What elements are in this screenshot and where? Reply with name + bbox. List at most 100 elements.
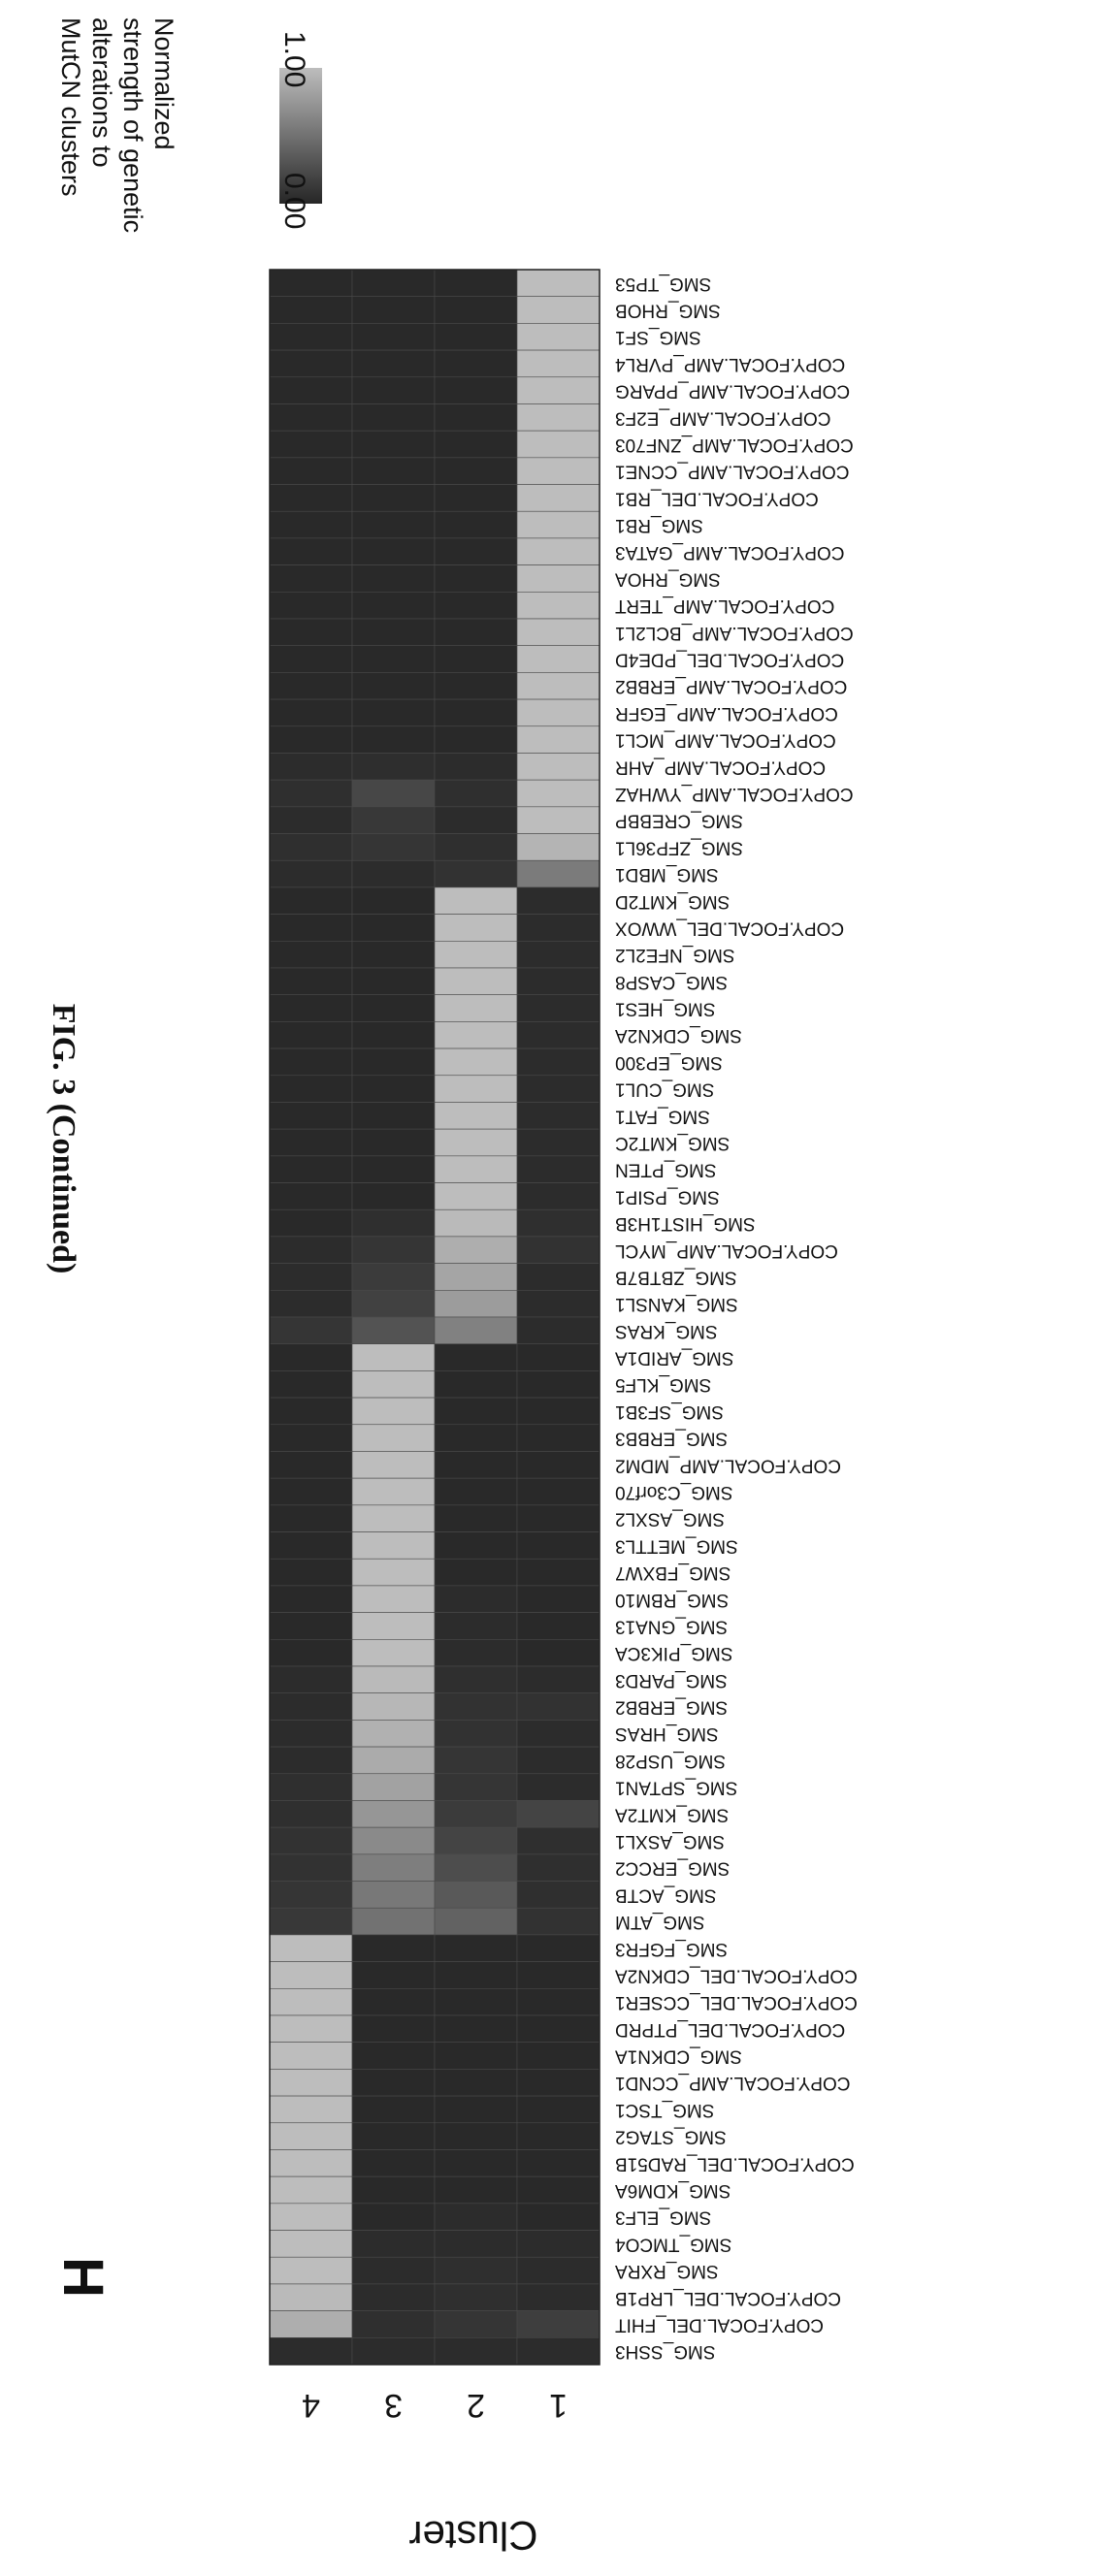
heatmap-cells [269,269,601,2366]
heatmap-cell [269,564,353,593]
heatmap-cell [434,1639,518,1667]
heatmap-cell [351,2310,436,2338]
heatmap-cell [269,1826,353,1855]
row-label: SMG_ARID1A [615,1348,734,1368]
row-label: SMG_ZBTB7B [615,1267,737,1287]
heatmap-cell [434,2175,518,2205]
heatmap-cell [434,564,518,593]
heatmap-cell [269,1236,353,1264]
row-label: SMG_SPTAN1 [615,1778,737,1798]
heatmap-cell [434,1477,518,1506]
heatmap-cell [351,1370,436,1399]
heatmap-cell [269,994,353,1022]
row-label: COPY.FOCAL.DEL_RAD51B [615,2153,855,2174]
legend-title-line-4: MutCN clusters [56,17,85,197]
row-label: SMG_KRAS [615,1321,718,1341]
heatmap-cell [351,914,436,942]
heatmap-cell [269,1853,353,1882]
column-label: 4 [302,2387,320,2424]
heatmap-cell [516,941,601,969]
heatmap-cell [269,1988,353,2016]
heatmap-cell [351,510,436,539]
heatmap-cell [516,564,601,593]
panel-letter: H [51,2257,114,2298]
heatmap-cell [516,645,601,673]
heatmap-cell [351,1263,436,1291]
heatmap-cell [516,2230,601,2258]
heatmap-cell [516,457,601,485]
heatmap-cell [516,967,601,995]
row-label: COPY.FOCAL.AMP_E2F3 [615,407,830,428]
heatmap-cell [351,1853,436,1882]
heatmap-cell [269,592,353,620]
heatmap-cell [269,941,353,969]
heatmap-cell [351,2069,436,2097]
heatmap-cell [269,1477,353,1506]
row-label: SMG_RB1 [615,515,703,535]
heatmap-cell [516,269,601,297]
row-label: SMG_NFE2L2 [615,945,735,965]
heatmap-cell [434,2122,518,2150]
heatmap-cell [351,2256,436,2285]
heatmap-cell [516,753,601,781]
heatmap-cell [434,592,518,620]
heatmap-cell [434,1075,518,1103]
heatmap-cell [434,1665,518,1693]
heatmap-cell [516,537,601,565]
row-label: COPY.FOCAL.AMP_MCL1 [615,730,836,751]
heatmap-cell [516,1773,601,1801]
heatmap-cell [516,725,601,754]
row-label: SMG_PSIP1 [615,1186,720,1207]
heatmap-border [269,269,601,2366]
heatmap-cell [269,2095,353,2124]
row-label: COPY.FOCAL.DEL_WWOX [615,918,844,938]
heatmap-cell [434,510,518,539]
heatmap-cell [351,618,436,646]
column-label: 3 [384,2387,403,2424]
row-label: COPY.FOCAL.AMP_PPARG [615,381,850,402]
heatmap-cell [351,1692,436,1721]
heatmap-cell [434,779,518,808]
heatmap-cell [351,833,436,861]
heatmap-cell [269,430,353,459]
heatmap-cell [269,1881,353,1909]
heatmap-cell [269,1639,353,1667]
heatmap-cell [516,1102,601,1130]
row-label: COPY.FOCAL.DEL_CCSER1 [615,1992,858,2012]
heatmap-cell [269,2069,353,2097]
heatmap-cell [516,859,601,888]
heatmap-cell [269,1692,353,1721]
heatmap-cell [269,1907,353,1936]
heatmap-cell [516,1881,601,1909]
heatmap-cell [434,1021,518,1049]
heatmap-cell [269,269,353,297]
heatmap-cell [434,1531,518,1560]
heatmap-cell [434,349,518,378]
heatmap-cell [434,1451,518,1479]
row-label: SMG_CDKN2A [615,1025,742,1046]
row-label: SMG_KMT2D [615,891,730,912]
row-label: SMG_EP300 [615,1052,723,1073]
heatmap-cell [434,2203,518,2231]
heatmap-cell [269,1397,353,1426]
row-label: COPY.FOCAL.DEL_PTPRD [615,2019,845,2040]
heatmap-cell [434,1047,518,1077]
heatmap-cell [269,1128,353,1157]
heatmap-cell [516,914,601,942]
heatmap-cell [351,941,436,969]
y-axis-title: Cluster [408,2513,537,2559]
heatmap-cell [434,1290,518,1318]
row-label: SMG_HES1 [615,999,715,1019]
heatmap-cell [434,967,518,995]
row-label: SMG_TSC1 [615,2100,714,2120]
row-label: SMG_STAG2 [615,2127,727,2147]
heatmap-cell [516,2256,601,2285]
heatmap-cell [434,2310,518,2338]
heatmap-cell [516,376,601,404]
row-label: COPY.FOCAL.AMP_ZNF703 [615,435,854,455]
heatmap-cell [351,269,436,297]
heatmap-cell [269,1370,353,1399]
heatmap-cell [269,1451,353,1479]
heatmap-cell [269,672,353,700]
